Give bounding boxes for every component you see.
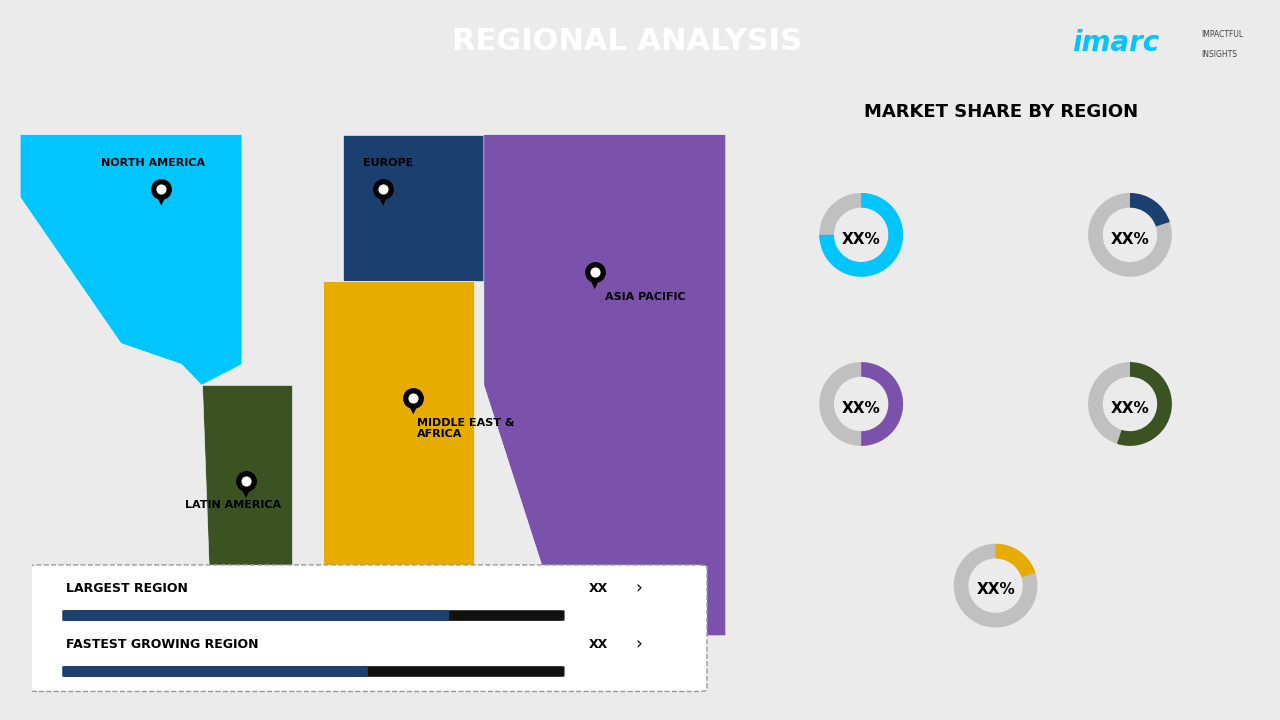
FancyBboxPatch shape <box>63 611 564 621</box>
Wedge shape <box>1088 362 1172 446</box>
Text: XX%: XX% <box>1111 400 1149 415</box>
Wedge shape <box>819 362 904 446</box>
Wedge shape <box>861 362 904 446</box>
Polygon shape <box>202 385 292 657</box>
Text: XX%: XX% <box>842 400 881 415</box>
FancyBboxPatch shape <box>28 565 707 691</box>
Wedge shape <box>954 544 1038 628</box>
Text: INSIGHTS: INSIGHTS <box>1202 50 1238 59</box>
FancyBboxPatch shape <box>63 611 449 621</box>
Polygon shape <box>588 274 602 289</box>
Text: MIDDLE EAST &
AFRICA: MIDDLE EAST & AFRICA <box>417 418 515 439</box>
Text: LARGEST REGION: LARGEST REGION <box>67 582 188 595</box>
Text: ›: › <box>636 579 643 598</box>
Text: NORTH AMERICA: NORTH AMERICA <box>101 158 205 168</box>
FancyBboxPatch shape <box>63 666 564 677</box>
Text: LATIN AMERICA: LATIN AMERICA <box>186 500 282 510</box>
Text: IMPACTFUL: IMPACTFUL <box>1202 30 1244 39</box>
Text: ›: › <box>636 635 643 653</box>
Text: FASTEST GROWING REGION: FASTEST GROWING REGION <box>67 638 259 651</box>
FancyBboxPatch shape <box>63 666 367 677</box>
Text: XX%: XX% <box>977 582 1015 598</box>
Wedge shape <box>819 193 904 276</box>
Polygon shape <box>323 281 474 573</box>
Polygon shape <box>484 135 726 636</box>
Text: ASIA PACIFIC: ASIA PACIFIC <box>604 292 685 302</box>
Polygon shape <box>154 191 169 206</box>
Text: EUROPE: EUROPE <box>364 158 413 168</box>
Text: REGIONAL ANALYSIS: REGIONAL ANALYSIS <box>452 27 803 56</box>
Text: XX%: XX% <box>842 232 881 246</box>
Polygon shape <box>239 483 253 498</box>
Wedge shape <box>1130 193 1170 227</box>
Text: imarc: imarc <box>1073 30 1160 57</box>
Text: MARKET SHARE BY REGION: MARKET SHARE BY REGION <box>864 104 1138 121</box>
Wedge shape <box>996 544 1036 577</box>
Wedge shape <box>1117 362 1172 446</box>
Text: XX%: XX% <box>1111 232 1149 246</box>
Polygon shape <box>376 191 390 206</box>
Polygon shape <box>406 400 420 415</box>
Wedge shape <box>1088 193 1172 276</box>
Polygon shape <box>343 135 484 281</box>
Wedge shape <box>819 193 904 276</box>
Polygon shape <box>20 135 242 385</box>
Text: XX: XX <box>589 582 608 595</box>
Text: XX: XX <box>589 638 608 651</box>
